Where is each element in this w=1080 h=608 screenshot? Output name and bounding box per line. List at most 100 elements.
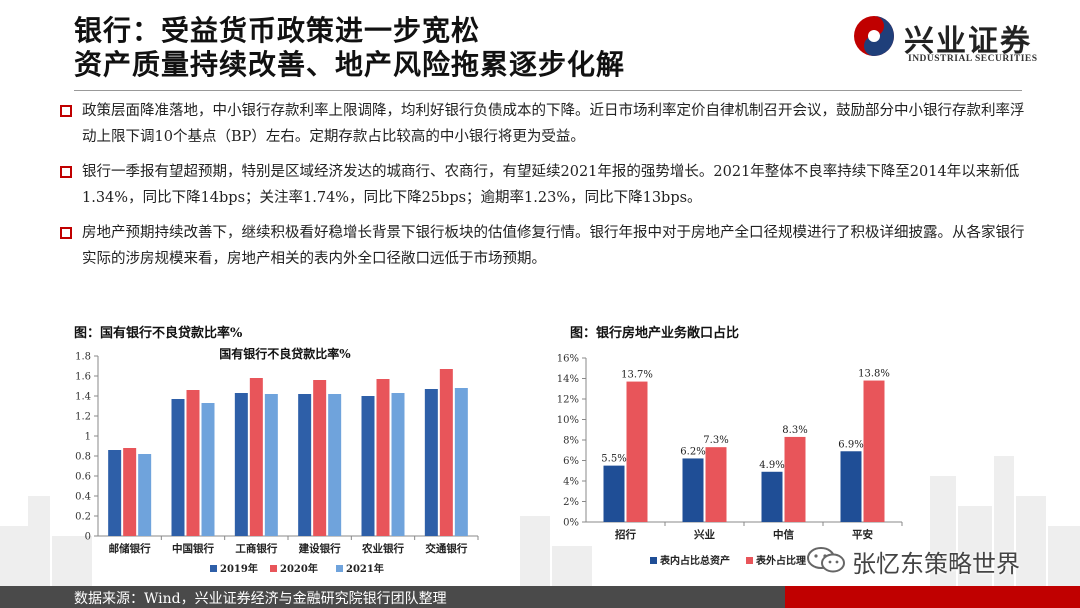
npl-ratio-chart: 0 0.2 0.4 0.6 0.8 1 1.2 1.4 1.6 1.8 邮储银行 中国银行 工商银行 建设…: [60, 340, 490, 580]
legend-swatch: [210, 565, 217, 572]
legend-label: 2020年: [280, 562, 318, 575]
bar: [682, 458, 704, 522]
y-tick-label: 14%: [557, 374, 579, 385]
y-tick-label: 0.6: [75, 472, 91, 483]
bar: [439, 369, 453, 536]
x-tick-label: 农业银行: [361, 542, 404, 555]
bar: [784, 436, 806, 522]
legend-label: 表外占比理: [755, 554, 806, 567]
bar: [424, 389, 438, 536]
x-tick-label: 中国银行: [172, 542, 214, 555]
bar: [264, 394, 278, 536]
company-logo: 兴业证券 INDUSTRIAL SECURITIES: [852, 10, 1072, 70]
bar: [361, 396, 375, 536]
data-label: 13.7%: [621, 370, 653, 381]
y-tick-label: 8%: [563, 436, 579, 447]
logo-circle-icon: [854, 16, 894, 56]
square-bullet-icon: [60, 166, 72, 178]
y-tick-label: 12%: [557, 395, 579, 406]
wechat-icon: [807, 547, 845, 573]
bar: [234, 393, 248, 536]
title-divider: [74, 90, 1022, 91]
y-tick-label: 1: [85, 432, 91, 443]
chart-svg: 0 0.2 0.4 0.6 0.8 1 1.2 1.4 1.6 1.8 邮储银行 中国银行 工商银行 建设…: [75, 346, 479, 575]
bullet-item: 政策层面降准落地，中小银行存款利率上限调降，均利好银行负债成本的下降。近日市场利…: [58, 98, 1038, 150]
bullet-item: 银行一季报有望超预期，特别是区域经济发达的城商行、农商行，有望延续2021年报的…: [58, 159, 1038, 211]
bar: [328, 394, 342, 536]
bullet-text: 房地产预期持续改善下，继续积极看好稳增长背景下银行板块的估值修复行情。银行年报中…: [82, 225, 1025, 267]
bar: [171, 399, 185, 536]
bullet-item: 房地产预期持续改善下，继续积极看好稳增长背景下银行板块的估值修复行情。银行年报中…: [58, 220, 1038, 272]
skyline-background: [0, 456, 1080, 586]
bar: [186, 390, 200, 536]
chart-caption-npl: 图：国有银行不良贷款比率%: [74, 326, 243, 341]
bullet-text: 政策层面降准落地，中小银行存款利率上限调降，均利好银行负债成本的下降。近日市场利…: [82, 103, 1025, 145]
bar: [863, 380, 885, 522]
logo-name-cn: 兴业证券: [904, 24, 1032, 59]
chart-caption-realestate: 图：银行房地产业务敞口占比: [570, 326, 740, 341]
bar: [376, 379, 390, 536]
bar: [123, 448, 137, 536]
y-tick-label: 0: [85, 532, 91, 543]
y-tick-label: 1.6: [75, 372, 91, 383]
bar: [603, 465, 625, 522]
y-tick-label: 6%: [563, 456, 579, 467]
x-tick-label: 中信: [773, 528, 794, 541]
x-tick-label: 建设银行: [298, 542, 341, 555]
legend-swatch: [650, 557, 657, 564]
bar: [313, 380, 327, 536]
legend-label: 表内占比总资产: [659, 554, 730, 567]
legend-swatch: [270, 565, 277, 572]
y-tick-label: 2%: [563, 497, 579, 508]
x-tick-label: 兴业: [694, 528, 715, 541]
source-footer: 数据来源：Wind，兴业证券经济与金融研究院银行团队整理: [0, 586, 1080, 608]
legend-swatch: [336, 565, 343, 572]
y-tick-label: 0.8: [75, 452, 91, 463]
bar: [705, 447, 727, 522]
x-tick-label: 邮储银行: [109, 542, 151, 555]
data-label: 7.3%: [703, 435, 728, 446]
real-estate-exposure-chart: 0% 2% 4% 6% 8% 10% 12% 14% 16% 招行 5.5% 13.7% 兴业 6.2% 7…: [550, 340, 910, 580]
x-tick-label: 招行: [615, 528, 636, 541]
y-tick-label: 10%: [557, 415, 579, 426]
legend-label: 2019年: [220, 562, 258, 575]
bar: [391, 393, 405, 536]
chart-inner-title: 国有银行不良贷款比率%: [219, 346, 351, 361]
square-bullet-icon: [60, 105, 72, 117]
bullet-list: 政策层面降准落地，中小银行存款利率上限调降，均利好银行负债成本的下降。近日市场利…: [58, 98, 1038, 281]
y-tick-label: 4%: [563, 477, 579, 488]
data-label: 6.9%: [838, 439, 863, 450]
y-tick-label: 1.8: [75, 352, 91, 363]
footer-accent: [785, 586, 1080, 608]
bar: [201, 403, 215, 536]
y-tick-label: 0.2: [75, 512, 91, 523]
y-tick-label: 1.4: [75, 392, 91, 403]
y-tick-label: 0%: [563, 518, 579, 529]
x-tick-label: 平安: [852, 528, 873, 541]
title-line-1: 银行：受益货币政策进一步宽松: [74, 14, 481, 47]
data-label: 5.5%: [601, 454, 626, 465]
square-bullet-icon: [60, 227, 72, 239]
y-tick-label: 16%: [557, 354, 579, 365]
y-tick-label: 1.2: [75, 412, 91, 423]
chart-svg: 0% 2% 4% 6% 8% 10% 12% 14% 16% 招行 5.5% 13.7% 兴业 6.2%7…: [557, 354, 903, 567]
data-label: 6.2%: [680, 446, 705, 457]
bar: [840, 451, 862, 522]
bar: [454, 388, 468, 536]
page-title: 银行：受益货币政策进一步宽松 资产质量持续改善、地产风险拖累逐步化解: [74, 14, 625, 82]
data-label: 13.8%: [858, 369, 890, 380]
bar: [761, 471, 783, 522]
x-tick-label: 交通银行: [425, 542, 467, 555]
bar: [626, 381, 648, 522]
bar: [108, 450, 122, 536]
data-label: 8.3%: [782, 425, 807, 436]
title-line-2: 资产质量持续改善、地产风险拖累逐步化解: [74, 48, 626, 81]
source-text: 数据来源：Wind，兴业证券经济与金融研究院银行团队整理: [74, 591, 447, 607]
data-label: 4.9%: [759, 460, 784, 471]
bar: [298, 394, 312, 536]
bullet-text: 银行一季报有望超预期，特别是区域经济发达的城商行、农商行，有望延续2021年报的…: [82, 164, 1020, 206]
legend-label: 2021年: [346, 562, 384, 575]
logo-name-en: INDUSTRIAL SECURITIES: [908, 54, 1038, 64]
bar: [249, 378, 263, 536]
x-tick-label: 工商银行: [235, 542, 277, 555]
